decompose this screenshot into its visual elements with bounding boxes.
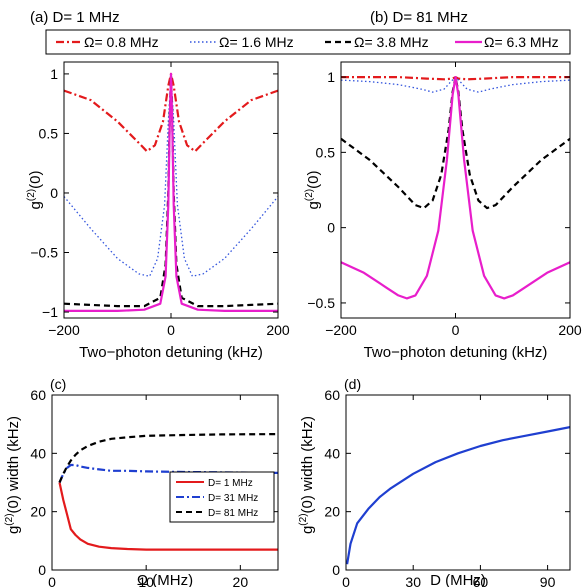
- legend-label-1: Ω= 1.6 MHz: [219, 34, 294, 50]
- panel-d-title: (d): [344, 376, 361, 392]
- panel-b-title: (b) D= 81 MHz: [370, 9, 468, 26]
- y-tick-label-d-2: 40: [324, 445, 340, 461]
- legend: Ω= 0.8 MHz Ω= 1.6 MHz Ω= 3.8 MHz Ω= 6.3 …: [45, 29, 571, 55]
- y-axis-label-c: g(2)(0) width (kHz): [4, 416, 22, 534]
- x-tick-label-d-2: 60: [473, 574, 489, 587]
- axes-frame-d: [345, 394, 571, 571]
- x-tick-label-d-1: 30: [405, 574, 421, 587]
- y-tick-label-c-3: 60: [30, 387, 46, 403]
- panel-c-title: (c): [50, 376, 66, 392]
- y-tick-label-c-1: 20: [30, 504, 46, 520]
- y-tick-label-b-3: 1: [327, 69, 335, 85]
- legend-c-label-0: D= 1 MHz: [208, 478, 253, 489]
- x-axis-label-a: Two−photon detuning (kHz): [79, 344, 263, 361]
- legend-c-label-1: D= 31 MHz: [208, 493, 258, 504]
- y-tick-label-c-0: 0: [38, 562, 46, 578]
- x-tick-label-d-0: 0: [342, 574, 350, 587]
- series-c-0: [58, 482, 278, 551]
- x-tick-label-c-1: 10: [138, 574, 154, 587]
- x-tick-label-c-0: 0: [48, 574, 56, 587]
- series-c-2: [58, 433, 278, 483]
- x-axis-label-d: D (MHz): [430, 572, 486, 587]
- x-tick-label-b-1: 0: [452, 322, 460, 338]
- legend-c: D= 1 MHz D= 31 MHz D= 81 MHz: [169, 471, 275, 523]
- x-tick-label-a-1: 0: [167, 322, 175, 338]
- panel-a: −200 0 200 −1 −0.5 0 0.5 1 Two−photon detuning (…: [26, 61, 290, 361]
- series-b-3: [341, 76, 570, 300]
- legend-frame: [45, 29, 571, 55]
- y-tick-label-b-1: 0: [327, 220, 335, 236]
- x-tick-label-b-0: −200: [325, 322, 357, 338]
- y-axis-label-b: g(2)(0): [304, 171, 322, 210]
- y-tick-label-d-0: 0: [332, 562, 340, 578]
- x-tick-label-c-2: 20: [233, 574, 249, 587]
- legend-label-2: Ω= 3.8 MHz: [354, 34, 429, 50]
- y-tick-label-c-2: 40: [30, 445, 46, 461]
- legend-label-0: Ω= 0.8 MHz: [84, 34, 159, 50]
- panel-a-title: (a) D= 1 MHz: [30, 9, 120, 26]
- x-tick-label-b-2: 200: [558, 322, 582, 338]
- y-tick-label-a-1: −0.5: [30, 245, 58, 261]
- y-tick-label-a-3: 0.5: [39, 125, 59, 141]
- y-tick-label-b-0: −0.5: [307, 295, 335, 311]
- series-d-0: [346, 426, 570, 565]
- axes-frame-c: [51, 394, 279, 571]
- y-tick-label-d-1: 20: [324, 504, 340, 520]
- y-tick-label-a-0: −1: [42, 304, 58, 320]
- y-axis-label-d: g(2)(0) width (kHz): [298, 416, 316, 534]
- series-b-2: [341, 76, 570, 210]
- panel-c: 0 10 20 0 20 40 60 Ω (MHz) g(2)(0) width (kHz) (c…: [4, 376, 279, 587]
- y-axis-label-a: g(2)(0): [26, 171, 44, 210]
- panel-b: −200 0 200 −0.5 0 0.5 1 Two−photon detuning (kH…: [304, 61, 582, 361]
- x-tick-label-a-0: −200: [48, 322, 80, 338]
- y-tick-label-a-2: 0: [50, 185, 58, 201]
- y-tick-label-b-2: 0.5: [316, 144, 336, 160]
- x-axis-label-c: Ω (MHz): [137, 572, 193, 587]
- y-tick-label-d-3: 60: [324, 387, 340, 403]
- series-a-3: [64, 72, 278, 312]
- x-tick-label-a-2: 200: [266, 322, 290, 338]
- legend-label-3: Ω= 6.3 MHz: [484, 34, 559, 50]
- x-tick-label-d-3: 90: [540, 574, 556, 587]
- x-axis-label-b: Two−photon detuning (kHz): [364, 344, 548, 361]
- legend-c-label-2: D= 81 MHz: [208, 508, 258, 519]
- y-tick-label-a-4: 1: [50, 66, 58, 82]
